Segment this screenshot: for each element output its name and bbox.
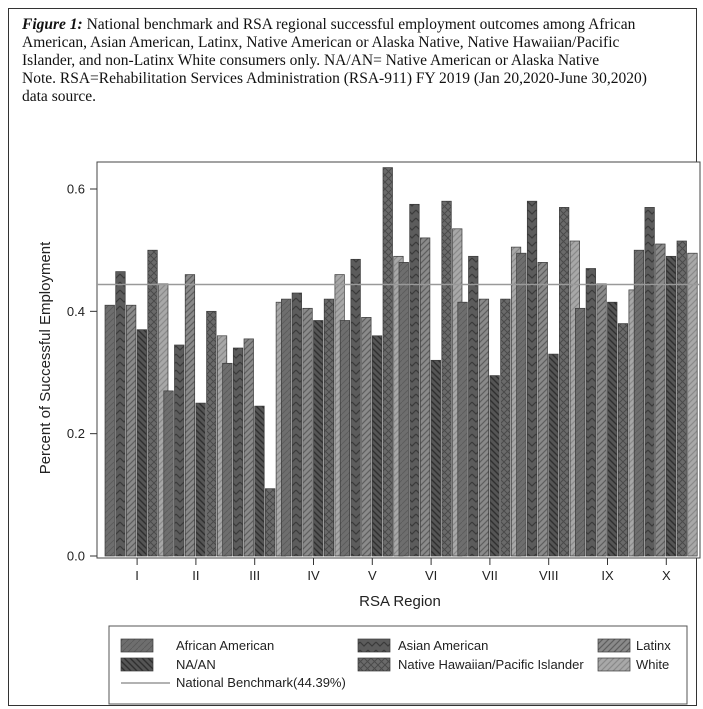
bar-VIII-african-american [516, 252, 527, 557]
caption-text: National benchmark and RSA regional succ… [22, 16, 636, 69]
bar-IX-latinx [596, 283, 607, 557]
bar-I-latinx [126, 304, 137, 557]
legend-label: African American [176, 638, 274, 653]
bar-II-asian-american [174, 344, 185, 557]
bar-IX-african-american [575, 307, 586, 557]
x-tick-label: I [135, 568, 139, 583]
legend-swatch [597, 638, 631, 653]
y-tick-label: 0.4 [67, 304, 85, 319]
y-axis: 0.0 0.2 0.4 0.6 [67, 182, 97, 564]
legend-swatch [357, 657, 391, 672]
bar-VI-african-american [398, 262, 409, 557]
bar-VIII-native-hawaiian-pacific-islander [559, 207, 570, 557]
x-tick-label: III [249, 568, 260, 583]
legend-label: White [636, 657, 669, 672]
x-axis: I II III IV V VI VII VIII IX X [135, 558, 671, 583]
bar-I-asian-american [115, 271, 126, 557]
x-tick-label: IV [307, 568, 320, 583]
bar-X-african-american [633, 249, 645, 557]
bar-VII-native-hawaiian-pacific-islander [500, 298, 511, 557]
legend-swatch [120, 657, 154, 672]
x-tick-label: X [662, 568, 671, 583]
bar-V-african-american [339, 320, 351, 557]
y-tick-label: 0.2 [67, 426, 85, 441]
bar-II-native-hawaiian-pacific-islander [206, 310, 217, 557]
y-tick-label: 0.6 [67, 182, 85, 197]
bar-IX-native-hawaiian-pacific-islander [617, 323, 629, 557]
bar-VI-native-hawaiian-pacific-islander [441, 200, 452, 557]
legend-swatch [597, 657, 631, 672]
bar-IV-native-hawaiian-pacific-islander [323, 298, 335, 557]
bar-V-na-an [371, 335, 383, 557]
bar-III-latinx [243, 338, 254, 557]
legend-label: Latinx [636, 638, 671, 653]
caption-lead: Figure 1: [22, 16, 83, 33]
legend-benchmark-label: National Benchmark(44.39%) [176, 675, 346, 690]
bar-III-african-american [222, 362, 233, 557]
legend-swatch [357, 638, 391, 653]
bar-VII-asian-american [468, 255, 479, 557]
bar-I-native-hawaiian-pacific-islander [147, 249, 158, 557]
y-axis-title: Percent of Successful Employment [37, 241, 54, 474]
bar-X-native-hawaiian-pacific-islander [676, 240, 687, 557]
bar-IV-african-american [281, 298, 292, 557]
bar-VI-na-an [430, 359, 441, 557]
bar-III-native-hawaiian-pacific-islander [265, 488, 276, 557]
bar-I-african-american [104, 304, 115, 557]
bar-IX-na-an [607, 301, 618, 557]
bar-II-african-american [163, 390, 174, 557]
x-tick-label: VII [482, 568, 498, 583]
bar-III-asian-american [232, 347, 244, 557]
bar-VII-african-american [457, 301, 468, 557]
bar-IV-asian-american [291, 292, 302, 557]
caption-note: Note. RSA=Rehabilitation Services Admini… [22, 70, 647, 105]
legend-box [108, 625, 688, 705]
legend-swatch [120, 638, 154, 653]
bar-V-native-hawaiian-pacific-islander [382, 167, 393, 557]
bar-III-na-an [254, 405, 265, 557]
bar-VI-asian-american [409, 203, 420, 557]
legend: African American Asian American Latinx NA/A… [120, 638, 671, 690]
figure-caption: Figure 1: National benchmark and RSA reg… [22, 16, 672, 106]
x-tick-label: VI [425, 568, 437, 583]
bar-X-asian-american [644, 207, 655, 557]
x-tick-label: V [368, 568, 377, 583]
x-axis-title: RSA Region [359, 593, 441, 610]
bar-X-na-an [665, 255, 677, 557]
bars-layer [104, 167, 698, 557]
legend-label: Asian American [398, 638, 488, 653]
legend-label: Native Hawaiian/Pacific Islander [398, 657, 584, 672]
y-tick-label: 0.0 [67, 549, 85, 564]
bar-VII-na-an [489, 375, 500, 557]
x-tick-label: VIII [539, 568, 559, 583]
bar-VII-latinx [478, 298, 490, 557]
bar-V-asian-american [350, 258, 361, 557]
bar-VIII-na-an [548, 353, 559, 557]
bar-I-na-an [136, 329, 147, 557]
bar-II-latinx [184, 274, 196, 557]
legend-label: NA/AN [176, 657, 216, 672]
bar-IX-asian-american [585, 268, 596, 557]
x-tick-label: II [192, 568, 199, 583]
bar-X-latinx [655, 243, 666, 557]
bar-II-na-an [195, 402, 206, 557]
bar-VIII-latinx [537, 262, 548, 557]
bar-VI-latinx [420, 237, 431, 557]
bar-IV-na-an [313, 320, 324, 557]
bar-IV-latinx [302, 307, 313, 557]
x-tick-label: IX [601, 568, 614, 583]
bar-X-white [687, 252, 698, 557]
bar-V-latinx [361, 317, 372, 557]
bar-VIII-asian-american [526, 200, 538, 557]
